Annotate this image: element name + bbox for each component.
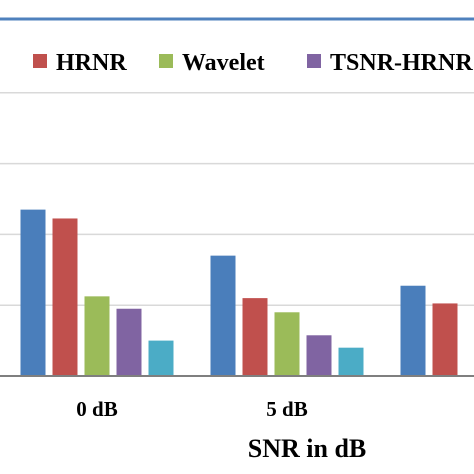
bar — [432, 303, 458, 376]
bar — [400, 285, 426, 376]
legend-label: Wavelet — [182, 50, 265, 76]
bar — [52, 218, 78, 376]
gridlines — [0, 92, 474, 306]
legend-swatch — [33, 54, 47, 68]
x-tick-labels: 0 dB 5 dB — [76, 397, 307, 421]
bar — [338, 347, 364, 376]
bar — [274, 312, 300, 376]
x-axis-title: SNR in dB — [248, 434, 367, 463]
legend-swatch — [307, 54, 321, 68]
bar — [306, 335, 332, 376]
bar — [148, 340, 174, 376]
legend-swatch — [159, 54, 173, 68]
bar — [84, 296, 110, 376]
x-tick-label: 0 dB — [76, 397, 117, 421]
legend-label: TSNR-HRNR — [330, 50, 473, 76]
bar — [210, 255, 236, 376]
bar — [20, 209, 46, 376]
x-tick-label: 5 dB — [266, 397, 307, 421]
legend-label: HRNR — [56, 50, 127, 76]
bars — [20, 209, 458, 376]
bar — [116, 308, 142, 376]
bar — [242, 298, 268, 376]
legend: RHRNRWaveletTSNR-HRNR — [33, 50, 473, 76]
